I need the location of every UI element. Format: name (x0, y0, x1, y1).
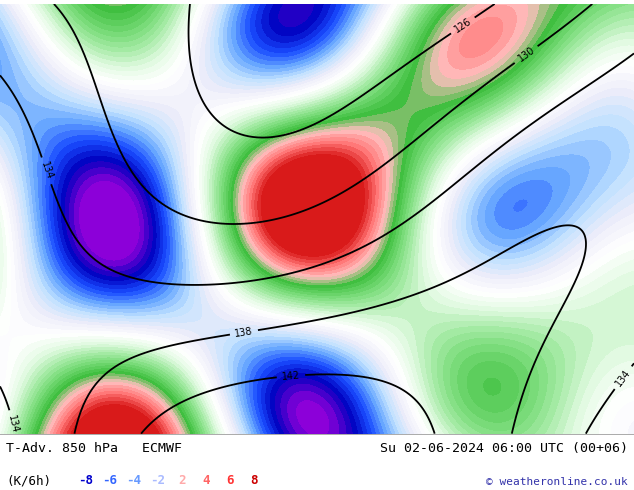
Text: 4: 4 (202, 474, 210, 487)
Text: 142: 142 (281, 370, 301, 382)
Text: 138: 138 (234, 326, 254, 339)
Text: 134: 134 (39, 161, 55, 181)
Text: 126: 126 (453, 16, 474, 35)
Text: -2: -2 (150, 474, 165, 487)
Text: T-Adv. 850 hPa   ECMWF: T-Adv. 850 hPa ECMWF (6, 442, 183, 455)
Text: 2: 2 (178, 474, 186, 487)
Text: 8: 8 (250, 474, 258, 487)
Text: 6: 6 (226, 474, 234, 487)
Text: -8: -8 (78, 474, 93, 487)
Text: -4: -4 (126, 474, 141, 487)
Text: (K/6h): (K/6h) (6, 474, 51, 487)
Text: 134: 134 (614, 368, 633, 388)
Text: 130: 130 (516, 45, 536, 64)
Text: Su 02-06-2024 06:00 UTC (00+06): Su 02-06-2024 06:00 UTC (00+06) (380, 442, 628, 455)
Text: © weatheronline.co.uk: © weatheronline.co.uk (486, 477, 628, 487)
Text: 134: 134 (6, 414, 20, 434)
Text: -6: -6 (102, 474, 117, 487)
